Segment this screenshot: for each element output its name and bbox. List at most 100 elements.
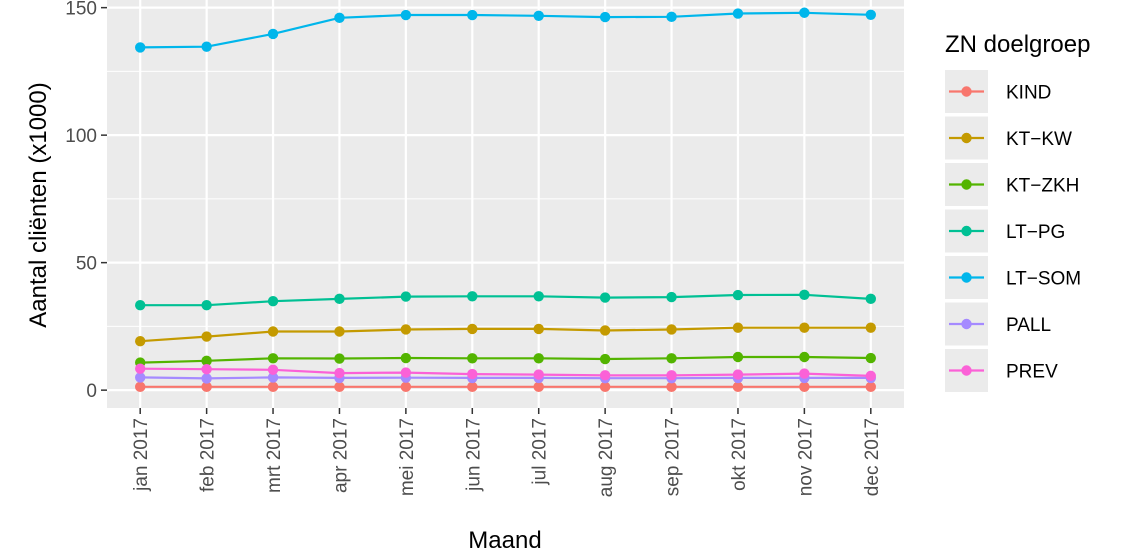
grid-minor <box>107 70 904 327</box>
data-point <box>799 7 810 18</box>
data-point <box>267 295 279 307</box>
data-point <box>599 381 611 393</box>
data-point <box>666 381 677 393</box>
legend-label: KT−KW <box>1006 129 1072 150</box>
data-point <box>400 9 412 21</box>
data-point <box>467 9 478 21</box>
series-PREV <box>135 363 876 382</box>
series-line <box>140 355 871 364</box>
x-tick-label: apr 2017 <box>330 418 351 493</box>
y-axis: 0 50 100 150 <box>65 0 107 402</box>
x-tick-label: jan 2017 <box>131 418 152 492</box>
data-point <box>732 351 744 363</box>
legend-item: LT−PG <box>945 209 1065 253</box>
data-point <box>267 326 279 337</box>
data-point <box>666 353 677 364</box>
legend-key-point <box>961 365 972 376</box>
data-point <box>599 353 611 365</box>
data-point <box>334 367 345 379</box>
x-tick-label: dec 2017 <box>862 418 883 496</box>
x-tick-label: aug 2017 <box>596 418 617 497</box>
data-point <box>135 372 146 383</box>
data-point <box>799 351 810 363</box>
data-point <box>599 325 611 336</box>
data-point <box>201 300 212 311</box>
legend: ZN doelgroep KIND KT−KW KT−ZKH LT−PG LT−SOM P… <box>945 31 1090 392</box>
y-tick-label: 150 <box>65 0 97 20</box>
panel-background <box>107 0 904 408</box>
x-tick-label: nov 2017 <box>795 418 816 496</box>
grid-major <box>107 0 904 408</box>
data-point <box>267 372 279 383</box>
data-point <box>732 369 744 380</box>
data-point <box>533 381 544 393</box>
y-axis-title: Aantal cliënten (x1000) <box>25 82 52 327</box>
series-line <box>140 376 871 380</box>
legend-item: PREV <box>945 349 1058 392</box>
data-point <box>732 322 744 333</box>
legend-key-point <box>961 225 972 237</box>
legend-key-point <box>961 179 972 190</box>
series-line <box>140 326 871 343</box>
legend-label: LT−PG <box>1006 222 1065 243</box>
data-point <box>400 352 412 364</box>
legend-item: LT−SOM <box>945 256 1081 299</box>
data-point <box>666 324 677 335</box>
data-point <box>865 322 876 333</box>
series-LT−SOM <box>135 7 876 53</box>
data-point <box>533 369 544 380</box>
legend-label: KT−ZKH <box>1006 176 1079 197</box>
data-point <box>732 289 744 301</box>
data-point <box>334 353 345 364</box>
data-point <box>467 381 478 393</box>
x-tick-label: jun 2017 <box>463 418 484 492</box>
legend-item: KT−KW <box>945 116 1072 160</box>
data-point <box>865 293 876 305</box>
data-point <box>599 11 611 23</box>
data-point <box>201 41 212 52</box>
data-point <box>334 293 345 305</box>
legend-item: KT−ZKH <box>945 163 1079 206</box>
data-point <box>533 323 544 335</box>
legend-label: PREV <box>1006 362 1058 383</box>
data-point <box>666 291 677 303</box>
data-point <box>400 324 412 335</box>
data-point <box>201 331 212 342</box>
data-point <box>467 368 478 380</box>
data-point <box>666 370 677 381</box>
data-point <box>201 373 212 384</box>
series-KIND <box>135 381 876 393</box>
x-tick-label: sep 2017 <box>663 418 684 496</box>
legend-item: PALL <box>945 302 1051 346</box>
data-point <box>799 289 810 300</box>
data-point <box>799 381 810 393</box>
data-point <box>135 381 146 393</box>
y-tick-label: 50 <box>76 254 97 275</box>
data-point <box>267 28 279 40</box>
data-point <box>467 291 478 302</box>
x-tick-label: okt 2017 <box>729 418 750 491</box>
legend-items: KIND KT−KW KT−ZKH LT−PG LT−SOM PALL PREV <box>945 70 1081 392</box>
data-point <box>400 381 412 393</box>
legend-title: ZN doelgroep <box>945 31 1090 58</box>
data-point <box>865 9 876 20</box>
series-KT−ZKH <box>135 351 876 368</box>
data-point <box>267 364 279 375</box>
data-point <box>135 335 146 347</box>
legend-key-point <box>961 318 972 330</box>
data-point <box>533 10 544 22</box>
series-line <box>140 293 871 307</box>
data-point <box>732 381 744 393</box>
data-point <box>267 353 279 364</box>
data-point <box>467 323 478 335</box>
legend-key-point <box>961 86 972 97</box>
y-tick-label: 0 <box>86 381 97 402</box>
data-point <box>201 381 212 393</box>
data-point <box>599 292 611 303</box>
x-axis: jan 2017 feb 2017 mrt 2017 apr 2017 mei 2017… <box>131 408 883 497</box>
data-point <box>334 381 345 393</box>
data-point <box>334 326 345 337</box>
data-point <box>865 381 876 393</box>
data-point <box>334 12 345 24</box>
